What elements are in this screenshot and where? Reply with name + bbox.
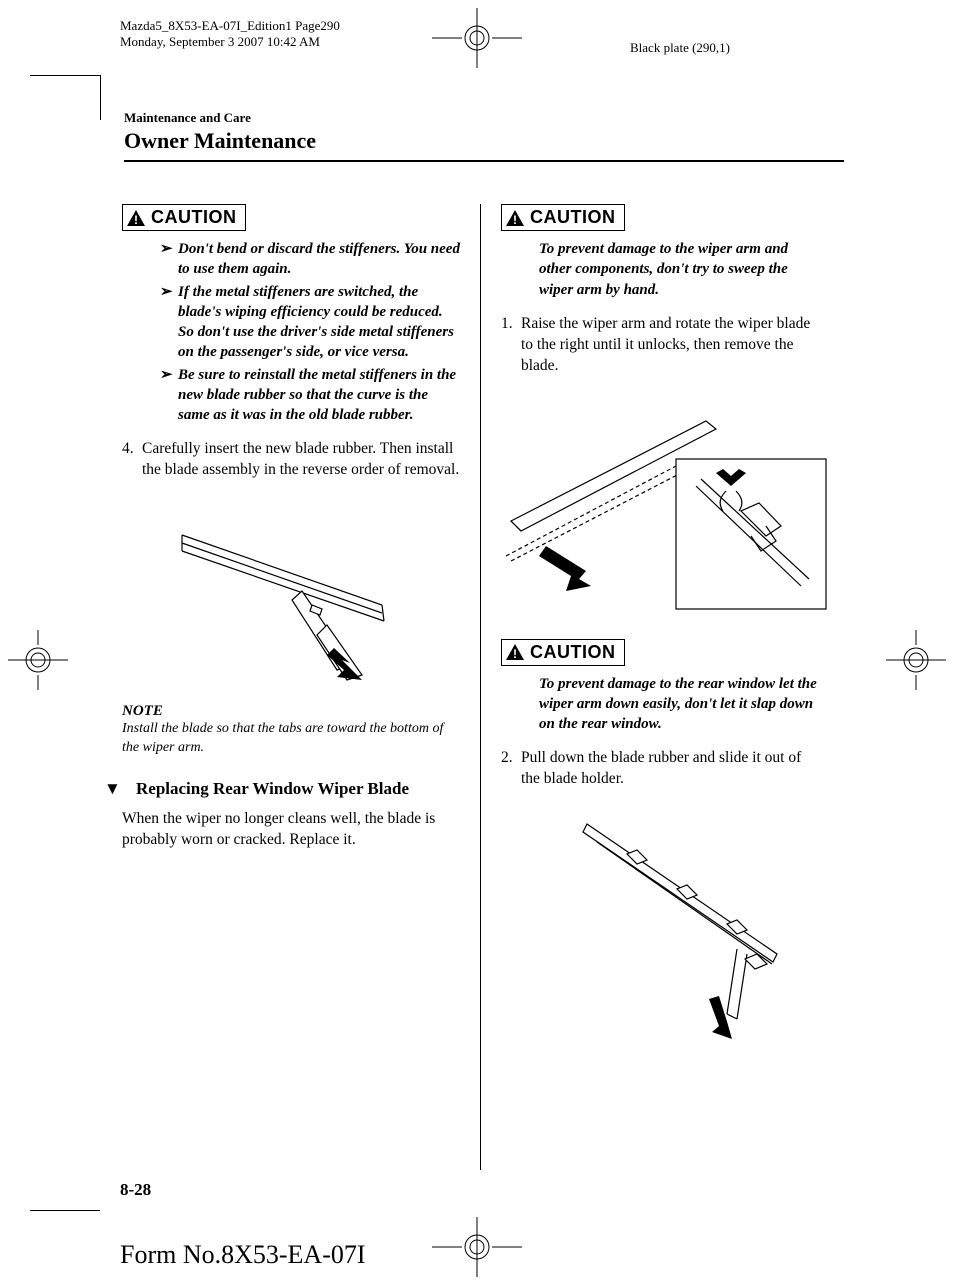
warning-triangle-icon: ! xyxy=(506,644,524,660)
note-block: NOTE Install the blade so that the tabs … xyxy=(122,703,462,758)
caution-body: To prevent damage to the wiper arm and o… xyxy=(501,239,823,300)
caution-label: CAUTION xyxy=(151,207,237,228)
crop-mark-v xyxy=(100,75,101,120)
caution-box: ! CAUTION xyxy=(122,204,246,231)
step-number: 2. xyxy=(501,748,521,790)
section-title: Owner Maintenance xyxy=(124,128,844,154)
regmark-bottom-icon xyxy=(432,1217,522,1277)
step-number: 1. xyxy=(501,314,521,377)
triangle-marker-icon: ▼ xyxy=(122,778,136,799)
page-number: 8-28 xyxy=(120,1180,151,1200)
caution-list: Don't bend or discard the stiffeners. Yo… xyxy=(160,239,462,425)
caution-body: Don't bend or discard the stiffeners. Yo… xyxy=(122,239,462,425)
step-text: Raise the wiper arm and rotate the wiper… xyxy=(521,314,823,377)
step-text: Pull down the blade rubber and slide it … xyxy=(521,748,823,790)
section-pretitle: Maintenance and Care xyxy=(124,110,844,126)
wiper-arm-figure xyxy=(501,391,831,621)
warning-triangle-icon: ! xyxy=(506,210,524,226)
meta-line-2: Monday, September 3 2007 10:42 AM xyxy=(120,34,340,50)
column-right: ! CAUTION To prevent damage to the wiper… xyxy=(481,204,841,1170)
note-label: NOTE xyxy=(122,703,462,720)
subheading: ▼Replacing Rear Window Wiper Blade xyxy=(122,778,462,799)
meta-line-1: Mazda5_8X53-EA-07I_Edition1 Page290 xyxy=(120,18,340,34)
section-header: Maintenance and Care Owner Maintenance xyxy=(124,110,844,162)
section-rule xyxy=(124,160,844,162)
column-left: ! CAUTION Don't bend or discard the stif… xyxy=(120,204,480,1170)
blade-rubber-figure xyxy=(527,804,797,1044)
warning-triangle-icon: ! xyxy=(127,210,145,226)
wiper-blade-figure-1 xyxy=(162,495,422,685)
content-columns: ! CAUTION Don't bend or discard the stif… xyxy=(120,204,860,1170)
crop-mark-bottom xyxy=(30,1210,100,1211)
note-text: Install the blade so that the tabs are t… xyxy=(122,720,462,758)
regmark-left-icon xyxy=(8,630,68,690)
caution-box: ! CAUTION xyxy=(501,204,625,231)
step-2: 2. Pull down the blade rubber and slide … xyxy=(501,748,823,790)
caution-item: Don't bend or discard the stiffeners. Yo… xyxy=(160,239,462,280)
regmark-top-icon xyxy=(432,8,522,68)
svg-text:!: ! xyxy=(134,213,138,226)
regmark-right-icon xyxy=(886,630,946,690)
caution-item: If the metal stiffeners are switched, th… xyxy=(160,282,462,363)
print-meta: Mazda5_8X53-EA-07I_Edition1 Page290 Mond… xyxy=(120,18,340,49)
black-plate-label: Black plate (290,1) xyxy=(630,40,730,56)
form-number: Form No.8X53-EA-07I xyxy=(120,1240,366,1270)
svg-text:!: ! xyxy=(513,647,517,660)
svg-text:!: ! xyxy=(513,213,517,226)
step-number: 4. xyxy=(122,439,142,481)
step-1: 1. Raise the wiper arm and rotate the wi… xyxy=(501,314,823,377)
caution-body: To prevent damage to the rear window let… xyxy=(501,674,823,735)
step-text: Carefully insert the new blade rubber. T… xyxy=(142,439,462,481)
crop-mark-h xyxy=(30,75,100,76)
page: Mazda5_8X53-EA-07I_Edition1 Page290 Mond… xyxy=(0,0,954,1285)
caution-item: Be sure to reinstall the metal stiffener… xyxy=(160,365,462,426)
subheading-text: Replacing Rear Window Wiper Blade xyxy=(136,779,409,798)
caution-label: CAUTION xyxy=(530,207,616,228)
step-4: 4. Carefully insert the new blade rubber… xyxy=(122,439,462,481)
subheading-body: When the wiper no longer cleans well, th… xyxy=(122,809,462,851)
caution-label: CAUTION xyxy=(530,642,616,663)
caution-box: ! CAUTION xyxy=(501,639,625,666)
